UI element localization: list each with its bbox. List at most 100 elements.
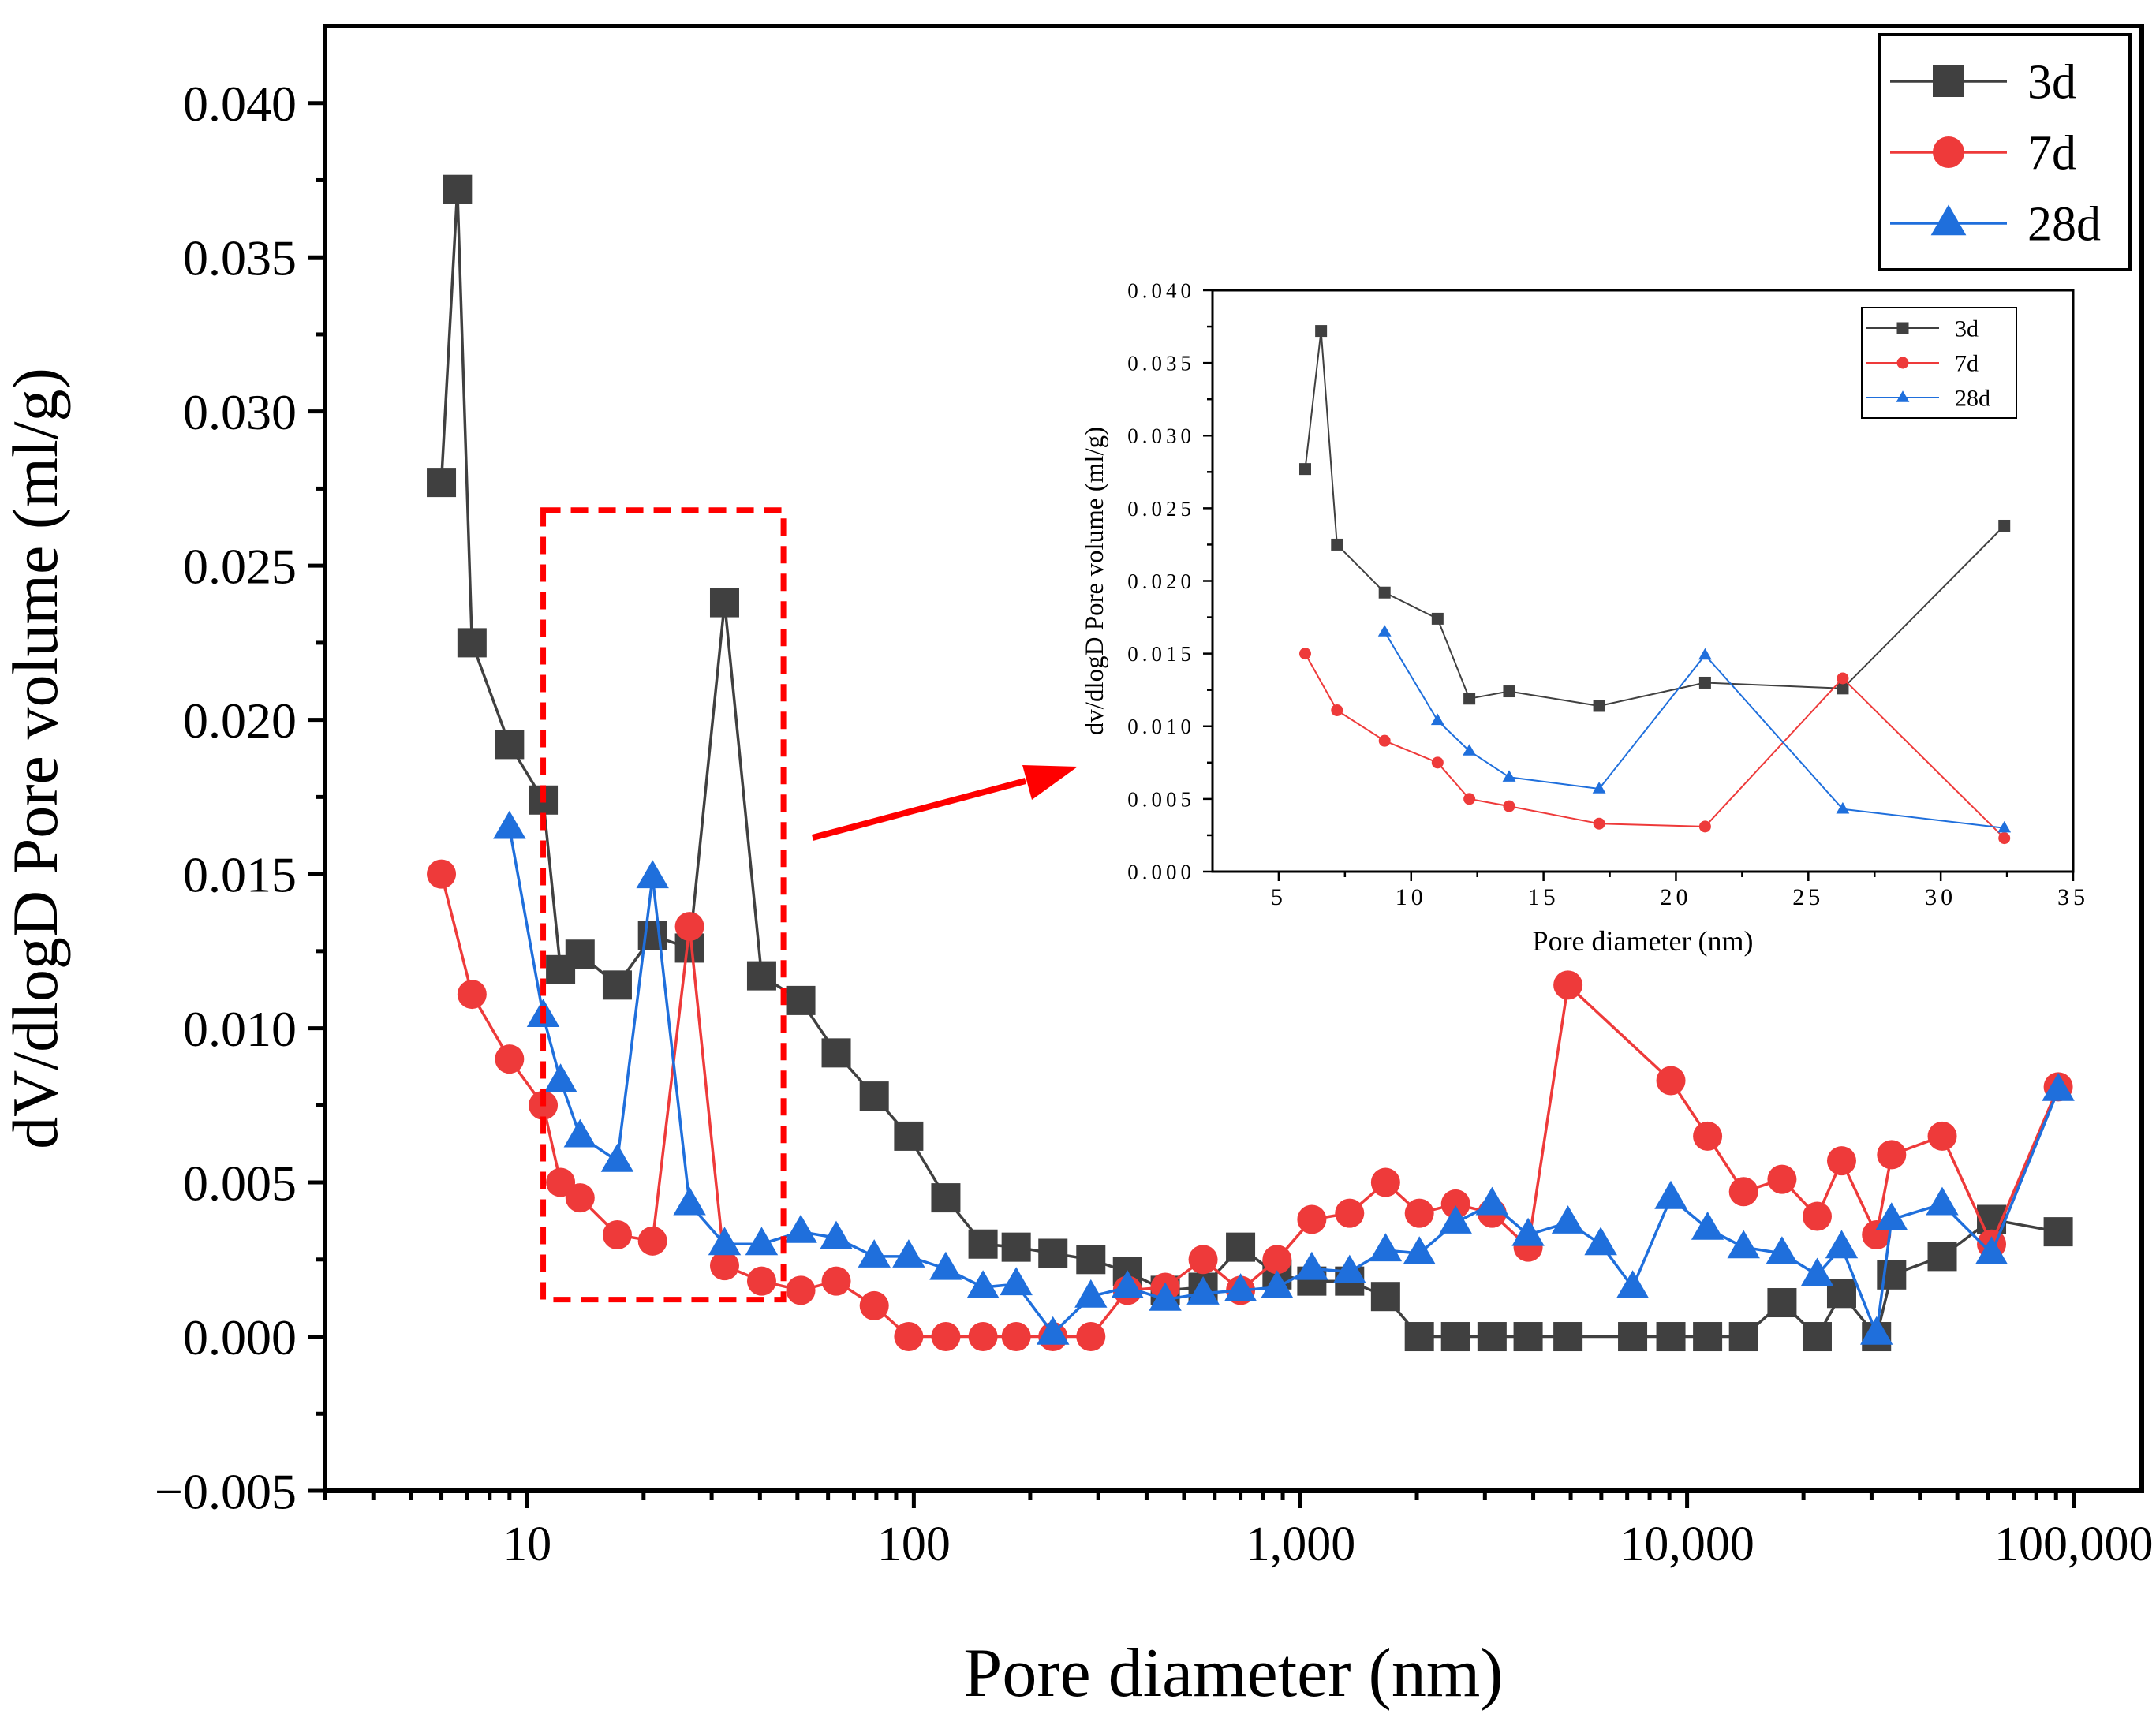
inset-x-tick-label: 20 xyxy=(1660,884,1691,910)
main-data-point-28d xyxy=(708,1227,742,1256)
main-data-point-3d xyxy=(746,961,776,991)
main-y-tick-label: 0.035 xyxy=(183,230,297,286)
main-y-tick-label: 0.020 xyxy=(183,693,297,749)
main-data-point-3d xyxy=(894,1121,924,1151)
main-data-point-7d xyxy=(1767,1164,1797,1194)
main-data-point-7d xyxy=(1728,1177,1758,1207)
main-y-tick-label: 0.010 xyxy=(183,1001,297,1057)
main-data-point-3d xyxy=(1076,1245,1106,1275)
inset-x-axis-label: Pore diameter (nm) xyxy=(1533,925,1754,957)
inset-data-point-28d xyxy=(1997,820,2012,833)
main-data-point-28d xyxy=(673,1186,706,1216)
main-data-point-28d xyxy=(966,1270,1000,1298)
inset-data-point-3d xyxy=(1837,682,1849,695)
main-data-point-3d xyxy=(1513,1322,1543,1352)
main-data-point-28d xyxy=(1727,1230,1760,1259)
inset-y-tick-label: 0.025 xyxy=(1127,497,1195,521)
main-data-point-7d xyxy=(674,912,704,942)
inset-legend: 3d 7d 28d xyxy=(1861,307,2017,419)
main-data-point-28d xyxy=(1511,1217,1545,1246)
inset-y-tick-label: 0.010 xyxy=(1127,715,1195,738)
main-data-point-7d xyxy=(894,1322,924,1352)
main-data-point-28d xyxy=(1926,1186,1959,1216)
main-data-point-7d xyxy=(786,1275,816,1305)
inset-data-point-28d xyxy=(1698,648,1712,660)
inset-y-tick-label: 0.000 xyxy=(1127,860,1195,883)
inset-x-tick-label: 15 xyxy=(1528,884,1560,910)
inset-legend-label-7d: 7d xyxy=(1955,351,1979,377)
main-data-point-28d xyxy=(1975,1236,2008,1264)
main-data-point-7d xyxy=(602,1220,632,1250)
main-data-point-7d xyxy=(1335,1198,1365,1228)
main-data-point-7d xyxy=(457,980,487,1010)
main-data-point-28d xyxy=(1333,1254,1366,1283)
main-data-point-28d xyxy=(1224,1273,1257,1301)
arrow-shaft xyxy=(811,778,1027,841)
inset-data-point-3d xyxy=(1998,519,2011,532)
arrow-head xyxy=(1022,765,1078,800)
main-data-point-28d xyxy=(1403,1236,1436,1264)
inset-data-point-7d xyxy=(1298,648,1311,660)
main-data-point-7d xyxy=(637,1226,667,1256)
main-data-point-28d xyxy=(2042,1073,2075,1101)
main-y-tick-label: 0.025 xyxy=(183,539,297,595)
inset-data-point-7d xyxy=(1698,820,1711,833)
main-data-point-3d xyxy=(1038,1238,1068,1268)
main-data-point-3d xyxy=(1477,1322,1507,1352)
main-data-point-3d xyxy=(1693,1322,1723,1352)
main-data-point-3d xyxy=(2043,1217,2073,1247)
main-data-point-28d xyxy=(544,1063,577,1092)
inset-data-point-3d xyxy=(1431,612,1444,625)
inset-data-point-3d xyxy=(1298,463,1311,476)
main-x-axis-label: Pore diameter (nm) xyxy=(963,1635,1503,1712)
main-data-point-28d xyxy=(820,1220,853,1249)
main-data-point-3d xyxy=(931,1183,961,1213)
main-plot-frame xyxy=(323,24,2144,1493)
main-data-point-28d xyxy=(1800,1257,1834,1286)
inset-legend-marker-7d xyxy=(1896,357,1909,369)
inset-y-tick-label: 0.005 xyxy=(1127,787,1195,811)
main-y-tick-label: 0.015 xyxy=(183,847,297,903)
main-data-point-3d xyxy=(1877,1260,1907,1290)
main-y-tick-label: 0.040 xyxy=(183,76,297,132)
main-data-point-3d xyxy=(786,985,816,1015)
main-data-point-7d xyxy=(1262,1245,1292,1275)
inset-data-point-7d xyxy=(1503,800,1515,812)
main-data-point-28d xyxy=(1000,1267,1033,1296)
main-data-point-3d xyxy=(637,921,667,950)
inset-data-point-3d xyxy=(1315,325,1328,338)
main-legend-label-3d: 3d xyxy=(2027,56,2076,110)
main-y-axis-label: dV/dlogD Pore volume (ml/g) xyxy=(0,368,71,1149)
inset-legend-label-3d: 3d xyxy=(1955,316,1979,342)
inset-data-point-3d xyxy=(1503,685,1515,698)
inset-series-line-7d xyxy=(1304,653,2005,839)
main-data-point-7d xyxy=(1370,1167,1400,1197)
inset-data-point-28d xyxy=(1592,782,1606,794)
inset-x-tick-label: 35 xyxy=(2057,884,2089,910)
inset-data-point-28d xyxy=(1463,744,1476,756)
main-data-point-28d xyxy=(1766,1236,1799,1264)
main-data-point-28d xyxy=(1111,1270,1144,1298)
main-data-point-7d xyxy=(1553,970,1583,1000)
main-data-point-3d xyxy=(1001,1232,1031,1262)
main-data-point-28d xyxy=(1551,1205,1585,1234)
inset-y-axis-label: dv/dlogD Pore volume (ml/g) xyxy=(1081,427,1109,735)
inset-x-tick-label: 5 xyxy=(1271,884,1287,910)
main-data-point-28d xyxy=(745,1227,779,1256)
main-data-point-3d xyxy=(1404,1322,1434,1352)
inset-data-point-3d xyxy=(1378,586,1391,599)
main-data-point-28d xyxy=(1149,1282,1182,1311)
main-data-point-3d xyxy=(1370,1282,1400,1312)
main-data-point-7d xyxy=(931,1322,961,1352)
main-data-point-28d xyxy=(1825,1230,1859,1259)
main-data-point-3d xyxy=(1440,1322,1470,1352)
main-data-point-7d xyxy=(1826,1146,1856,1176)
main-legend-marker-7d xyxy=(1933,136,1964,168)
main-x-tick-label: 1,000 xyxy=(1246,1518,1356,1571)
inset-data-point-28d xyxy=(1377,625,1392,637)
inset-data-point-28d xyxy=(1502,770,1516,782)
main-data-point-28d xyxy=(636,860,669,889)
main-data-point-28d xyxy=(563,1118,596,1148)
inset-series-7d xyxy=(1298,648,2011,845)
